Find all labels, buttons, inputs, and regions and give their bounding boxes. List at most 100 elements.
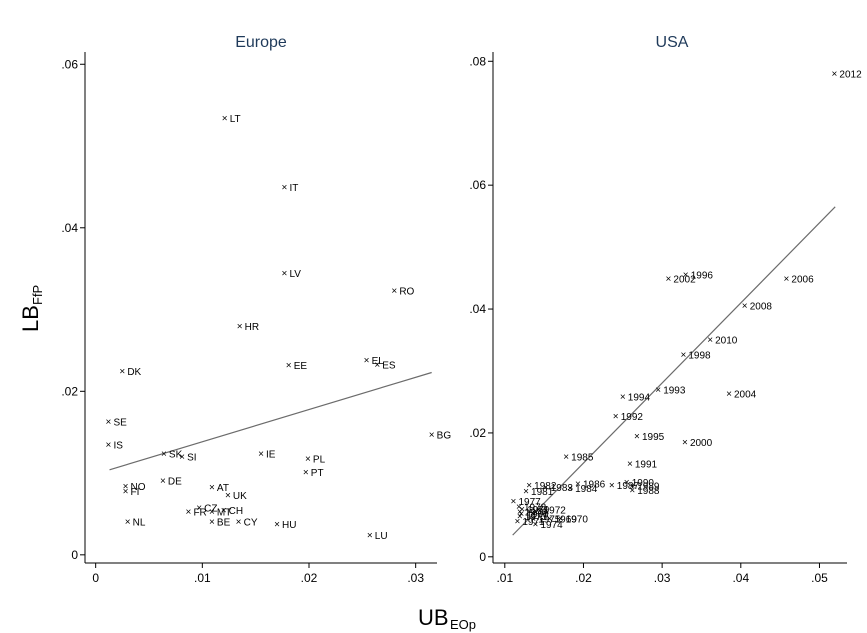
data-point-label: 1992 — [621, 412, 644, 423]
data-point-marker: × — [536, 505, 542, 516]
data-point-label: 2002 — [673, 275, 696, 286]
y-tick-label: .02 — [61, 384, 78, 398]
data-point-label: BE — [217, 517, 231, 528]
data-point-marker: × — [364, 356, 370, 367]
data-point-label: 1984 — [575, 484, 598, 495]
data-point-marker: × — [511, 497, 517, 508]
data-point-label: NL — [133, 517, 146, 528]
data-point-label: 2008 — [750, 301, 773, 312]
data-point-marker: × — [523, 487, 529, 498]
data-point-label: PL — [313, 454, 326, 465]
y-axis-title-main: LB — [18, 305, 43, 332]
data-point-label: 1988 — [637, 486, 660, 497]
data-point-marker: × — [196, 503, 202, 514]
data-point-label: 1985 — [571, 452, 594, 463]
x-tick-label: .05 — [811, 571, 828, 585]
data-point-label: CH — [229, 506, 243, 517]
data-point-label: 1995 — [642, 432, 665, 443]
data-point-label: 1980 — [526, 509, 549, 520]
data-point-marker: × — [514, 516, 520, 527]
data-point-marker: × — [831, 69, 837, 80]
data-point-marker: × — [563, 452, 569, 463]
data-point-label: 1969 — [555, 514, 578, 525]
data-point-label: 2006 — [791, 275, 814, 286]
data-point-marker: × — [186, 507, 192, 518]
y-tick-label: .04 — [61, 221, 78, 235]
data-point-label: 1989 — [637, 482, 660, 493]
data-point-marker: × — [374, 360, 380, 371]
data-point-label: FR — [193, 507, 206, 518]
data-point-label: 1976 — [525, 508, 548, 519]
x-tick-label: .02 — [301, 571, 318, 585]
x-tick-label: .02 — [575, 571, 592, 585]
data-point-marker: × — [209, 482, 215, 493]
panel-title: USA — [656, 34, 689, 51]
data-point-label: CY — [244, 517, 258, 528]
data-point-label: 1998 — [688, 350, 711, 361]
data-point-marker: × — [305, 454, 311, 465]
data-point-marker: × — [655, 385, 661, 396]
data-point-label: 1991 — [635, 459, 658, 470]
data-point-label: 1994 — [628, 392, 651, 403]
data-point-marker: × — [530, 514, 536, 525]
data-point-label: 1974 — [540, 520, 563, 531]
data-point-label: LU — [375, 531, 388, 542]
data-point-marker: × — [282, 268, 288, 279]
data-point-label: HR — [245, 322, 259, 333]
data-point-label: EL — [372, 356, 385, 367]
data-point-label: 1979 — [527, 505, 550, 516]
data-point-label: 1973 — [525, 512, 548, 523]
data-point-marker: × — [627, 459, 633, 470]
data-point-marker: × — [558, 514, 564, 525]
data-point-marker: × — [629, 485, 635, 496]
y-axis-title-subscript: FfP — [30, 285, 45, 305]
x-tick-label: .01 — [496, 571, 513, 585]
data-point-marker: × — [123, 482, 129, 493]
data-point-marker: × — [236, 517, 242, 528]
y-tick-label: .06 — [61, 57, 78, 71]
data-point-marker: × — [221, 505, 227, 516]
panel-title: Europe — [235, 34, 287, 51]
data-point-marker: × — [123, 487, 129, 498]
data-point-marker: × — [161, 449, 167, 460]
data-point-marker: × — [666, 274, 672, 285]
data-point-marker: × — [567, 484, 573, 495]
data-point-marker: × — [613, 412, 619, 423]
data-point-marker: × — [209, 507, 215, 518]
data-point-marker: × — [160, 476, 166, 487]
data-point-label: 2004 — [734, 389, 757, 400]
data-point-label: 2010 — [715, 335, 738, 346]
data-point-label: BG — [437, 431, 452, 442]
data-point-marker: × — [225, 491, 231, 502]
fitted-line — [109, 371, 432, 471]
data-point-marker: × — [119, 366, 125, 377]
data-point-marker: × — [303, 468, 309, 479]
data-point-label: HU — [282, 520, 296, 531]
x-axis-title-main: UB — [418, 605, 449, 630]
data-point-label: SI — [187, 453, 196, 464]
fitted-line — [512, 206, 836, 536]
data-point-marker: × — [517, 511, 523, 522]
data-point-marker: × — [707, 335, 713, 346]
data-point-marker: × — [516, 502, 522, 513]
data-point-label: AT — [217, 483, 229, 494]
data-point-label: ES — [382, 360, 396, 371]
data-point-label: 2000 — [690, 438, 713, 449]
data-point-marker: × — [391, 286, 397, 297]
x-tick-label: 0 — [92, 571, 99, 585]
y-tick-label: 0 — [71, 548, 78, 562]
data-point-marker: × — [609, 480, 615, 491]
data-point-label: 1978 — [524, 503, 547, 514]
data-point-marker: × — [517, 507, 523, 518]
data-point-label: 1986 — [583, 480, 606, 491]
data-point-label: CZ — [204, 503, 217, 514]
y-tick-label: .04 — [469, 302, 486, 316]
data-point-label: 1993 — [663, 386, 686, 397]
data-point-label: 1983 — [551, 483, 574, 494]
data-point-label: FI — [131, 487, 140, 498]
data-point-label: IT — [289, 183, 298, 194]
y-tick-label: .06 — [469, 178, 486, 192]
data-point-marker: × — [683, 270, 689, 281]
